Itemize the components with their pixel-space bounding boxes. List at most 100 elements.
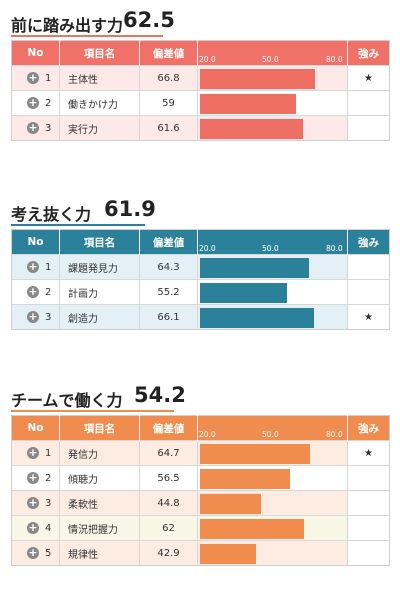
expand-plus-icon[interactable]: + bbox=[27, 471, 39, 484]
strength-star-icon bbox=[347, 465, 390, 491]
row-number: 3 bbox=[45, 311, 52, 323]
section-1: 前に踏み出す力 62.5 No 項目名 偏差値 20.0 50.0 80.0 強み +1 主体性 66… bbox=[11, 8, 390, 141]
row-no-cell: +2 bbox=[11, 90, 60, 116]
expand-plus-icon[interactable]: + bbox=[27, 496, 39, 509]
row-item-name: 働きかけ力 bbox=[59, 90, 140, 116]
table-row[interactable]: +5 規律性 42.9 bbox=[11, 540, 390, 566]
strength-star-icon bbox=[347, 490, 390, 516]
section-title: 前に踏み出す力 62.5 bbox=[11, 8, 389, 38]
header-score: 偏差値 bbox=[139, 415, 198, 441]
header-score: 偏差値 bbox=[139, 229, 198, 255]
title-underline bbox=[11, 35, 163, 37]
row-item-name: 計画力 bbox=[59, 279, 140, 305]
axis-labels: 20.0 50.0 80.0 bbox=[198, 230, 347, 254]
strength-star-icon bbox=[347, 540, 390, 566]
axis-tick-label: 80.0 bbox=[326, 244, 343, 253]
section-name: チームで働く力 bbox=[11, 391, 123, 410]
strength-star-icon bbox=[347, 515, 390, 541]
table-header-row: No 項目名 偏差値 20.0 50.0 80.0 強み bbox=[11, 229, 390, 255]
table-row[interactable]: +3 実行力 61.6 bbox=[11, 115, 390, 141]
section-name: 前に踏み出す力 bbox=[11, 16, 124, 35]
expand-plus-icon[interactable]: + bbox=[27, 285, 39, 298]
row-number: 2 bbox=[45, 286, 52, 298]
expand-plus-icon[interactable]: + bbox=[27, 121, 39, 134]
row-no-cell: +3 bbox=[11, 304, 60, 330]
row-number: 4 bbox=[45, 522, 52, 534]
strength-star-icon bbox=[347, 279, 390, 305]
header-score: 偏差値 bbox=[139, 40, 198, 66]
row-no-cell: +1 bbox=[11, 440, 60, 466]
strength-star-icon bbox=[347, 254, 390, 280]
table-row[interactable]: +2 働きかけ力 59 bbox=[11, 90, 390, 116]
row-bar-cell bbox=[197, 440, 348, 466]
row-item-name: 発信力 bbox=[59, 440, 140, 466]
header-axis: 20.0 50.0 80.0 bbox=[197, 40, 348, 66]
row-item-name: 主体性 bbox=[59, 65, 140, 91]
row-no-cell: +5 bbox=[11, 540, 60, 566]
row-item-name: 実行力 bbox=[59, 115, 140, 141]
table-row[interactable]: +3 創造力 66.1 ★ bbox=[11, 304, 390, 330]
header-no: No bbox=[11, 415, 60, 441]
header-item: 項目名 bbox=[59, 415, 140, 441]
score-bar bbox=[200, 469, 291, 489]
score-bar bbox=[200, 69, 316, 89]
row-score-value: 66.1 bbox=[139, 304, 198, 330]
axis-labels: 20.0 50.0 80.0 bbox=[198, 416, 347, 440]
row-number: 3 bbox=[45, 497, 52, 509]
row-score-value: 42.9 bbox=[139, 540, 198, 566]
row-bar-cell bbox=[197, 304, 348, 330]
score-bar bbox=[200, 519, 304, 539]
header-item: 項目名 bbox=[59, 229, 140, 255]
expand-plus-icon[interactable]: + bbox=[27, 521, 39, 534]
table-row[interactable]: +1 課題発見力 64.3 bbox=[11, 254, 390, 280]
score-table: No 項目名 偏差値 20.0 50.0 80.0 強み +1 主体性 66.8 ★ +2 働きかけ力 5… bbox=[11, 40, 390, 141]
axis-tick-label: 20.0 bbox=[199, 55, 216, 64]
section-title: チームで働く力 54.2 bbox=[11, 383, 389, 413]
expand-plus-icon[interactable]: + bbox=[27, 546, 39, 559]
row-item-name: 課題発見力 bbox=[59, 254, 140, 280]
row-number: 1 bbox=[45, 261, 52, 273]
table-row[interactable]: +4 情況把握力 62 bbox=[11, 515, 390, 541]
row-bar-cell bbox=[197, 90, 348, 116]
expand-plus-icon[interactable]: + bbox=[27, 96, 39, 109]
row-score-value: 59 bbox=[139, 90, 198, 116]
expand-plus-icon[interactable]: + bbox=[27, 71, 39, 84]
score-bar bbox=[200, 308, 314, 328]
axis-tick-label: 20.0 bbox=[199, 244, 216, 253]
score-table: No 項目名 偏差値 20.0 50.0 80.0 強み +1 発信力 64.7 ★ +2 傾聴力 56.… bbox=[11, 415, 390, 566]
row-score-value: 61.6 bbox=[139, 115, 198, 141]
axis-tick-label: 50.0 bbox=[262, 55, 279, 64]
table-row[interactable]: +2 計画力 55.2 bbox=[11, 279, 390, 305]
row-number: 5 bbox=[45, 547, 52, 559]
row-no-cell: +4 bbox=[11, 515, 60, 541]
table-row[interactable]: +1 主体性 66.8 ★ bbox=[11, 65, 390, 91]
row-bar-cell bbox=[197, 65, 348, 91]
title-underline bbox=[11, 410, 174, 412]
expand-plus-icon[interactable]: + bbox=[27, 310, 39, 323]
row-score-value: 64.7 bbox=[139, 440, 198, 466]
row-score-value: 55.2 bbox=[139, 279, 198, 305]
expand-plus-icon[interactable]: + bbox=[27, 446, 39, 459]
row-no-cell: +2 bbox=[11, 465, 60, 491]
score-bar bbox=[200, 258, 310, 278]
table-row[interactable]: +1 発信力 64.7 ★ bbox=[11, 440, 390, 466]
section-3: チームで働く力 54.2 No 項目名 偏差値 20.0 50.0 80.0 強み +1 発信力 64… bbox=[11, 383, 390, 566]
row-score-value: 66.8 bbox=[139, 65, 198, 91]
row-item-name: 規律性 bbox=[59, 540, 140, 566]
strength-star-icon: ★ bbox=[347, 65, 390, 91]
row-score-value: 56.5 bbox=[139, 465, 198, 491]
row-number: 2 bbox=[45, 472, 52, 484]
row-no-cell: +1 bbox=[11, 65, 60, 91]
header-axis: 20.0 50.0 80.0 bbox=[197, 229, 348, 255]
table-row[interactable]: +3 柔軟性 44.8 bbox=[11, 490, 390, 516]
row-no-cell: +1 bbox=[11, 254, 60, 280]
strength-star-icon: ★ bbox=[347, 304, 390, 330]
header-no: No bbox=[11, 40, 60, 66]
expand-plus-icon[interactable]: + bbox=[27, 260, 39, 273]
section-title: 考え抜く力 61.9 bbox=[11, 197, 389, 227]
section-score: 62.5 bbox=[123, 8, 175, 32]
row-bar-cell bbox=[197, 540, 348, 566]
axis-tick-label: 50.0 bbox=[262, 430, 279, 439]
row-score-value: 62 bbox=[139, 515, 198, 541]
table-row[interactable]: +2 傾聴力 56.5 bbox=[11, 465, 390, 491]
